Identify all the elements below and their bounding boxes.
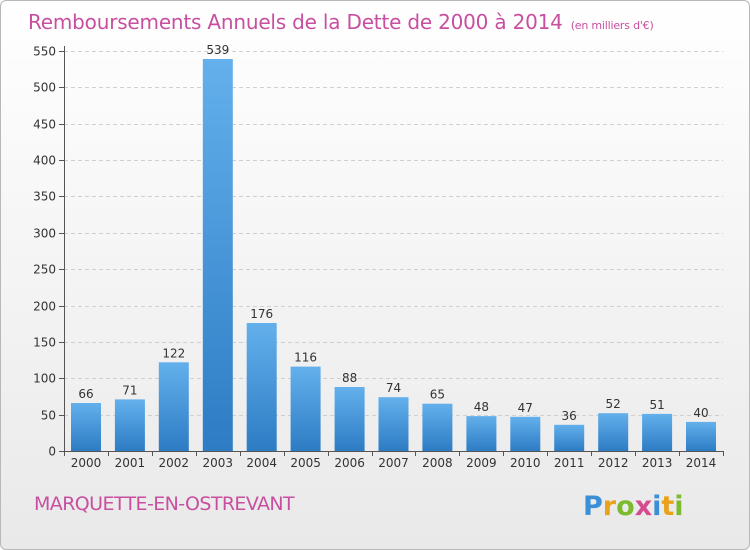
y-tick-label: 400 — [33, 154, 56, 168]
bar — [466, 416, 497, 451]
chart-title-text: Remboursements Annuels de la Dette de 20… — [28, 10, 563, 34]
logo-letter: P — [583, 491, 603, 522]
y-tick-label: 250 — [33, 263, 56, 277]
y-tick-label: 200 — [33, 300, 56, 314]
bar — [642, 413, 673, 451]
bar-value-label: 116 — [294, 351, 317, 365]
bar — [598, 413, 629, 451]
bar-value-label: 66 — [78, 387, 93, 401]
bar-value-label: 74 — [386, 381, 401, 395]
bar-value-label: 176 — [250, 307, 273, 321]
bar — [334, 387, 365, 451]
bar — [290, 366, 321, 451]
x-tick-label: 2011 — [554, 456, 585, 470]
y-tick-label: 300 — [33, 227, 56, 241]
bar-value-label: 36 — [562, 409, 577, 423]
place-name: MARQUETTE-EN-OSTREVANT — [34, 493, 295, 515]
y-tick-label: 550 — [33, 45, 56, 59]
chart-title: Remboursements Annuels de la Dette de 20… — [28, 10, 654, 34]
logo-letter: r — [602, 491, 617, 522]
bar — [378, 397, 409, 451]
logo-letter: t — [661, 491, 675, 522]
bar-value-label: 88 — [342, 371, 357, 385]
x-tick-label: 2006 — [334, 456, 365, 470]
x-tick-label: 2000 — [71, 456, 102, 470]
x-tick-label: 2009 — [466, 456, 497, 470]
y-tick-label: 0 — [48, 445, 56, 459]
x-tick-label: 2004 — [246, 456, 277, 470]
bar — [71, 403, 101, 451]
bar — [510, 416, 541, 451]
y-tick-label: 100 — [33, 372, 56, 386]
x-tick-label: 2008 — [422, 456, 453, 470]
proxiti-logo: Proxiti — [583, 491, 684, 522]
x-tick-label: 2001 — [115, 456, 146, 470]
bars-group: 66 71 122 539 176 116 88 74 65 48 47 36 52 51 40 — [71, 43, 716, 451]
bar — [686, 421, 716, 451]
y-tick-label: 50 — [41, 409, 56, 423]
bar — [246, 323, 277, 451]
bar — [114, 399, 145, 451]
bar-value-label: 71 — [122, 383, 137, 397]
bar — [158, 362, 189, 451]
x-tick-label: 2013 — [642, 456, 673, 470]
x-tick-label: 2007 — [378, 456, 409, 470]
logo-letter: i — [674, 491, 684, 522]
x-tick-label: 2003 — [203, 456, 234, 470]
bar — [422, 403, 453, 451]
y-tick-label: 150 — [33, 336, 56, 350]
x-tick-label: 2010 — [510, 456, 541, 470]
bar — [202, 59, 233, 451]
x-tick-label: 2012 — [598, 456, 629, 470]
logo-letter: x — [634, 491, 653, 522]
logo-letter: o — [616, 491, 635, 522]
x-tick-label: 2002 — [159, 456, 190, 470]
bar — [554, 424, 585, 451]
x-tick-label: 2014 — [686, 456, 717, 470]
y-tick-label: 450 — [33, 118, 56, 132]
chart-unit: (en milliers d'€) — [570, 19, 654, 32]
bar-value-label: 539 — [206, 43, 229, 57]
axes: 0 50 100 150 200 250 300 350 400 450 500 550 2000 200… — [33, 45, 724, 470]
bar-value-label: 51 — [649, 398, 664, 412]
y-tick-label: 350 — [33, 190, 56, 204]
y-tick-label: 500 — [33, 81, 56, 95]
bar-value-label: 122 — [162, 346, 185, 360]
bar-value-label: 47 — [518, 401, 533, 415]
bar-value-label: 40 — [693, 406, 708, 420]
x-tick-label: 2005 — [290, 456, 321, 470]
bar-value-label: 48 — [474, 400, 489, 414]
bar-value-label: 65 — [430, 388, 445, 402]
logo-letter: i — [652, 491, 662, 522]
bar-value-label: 52 — [606, 397, 621, 411]
